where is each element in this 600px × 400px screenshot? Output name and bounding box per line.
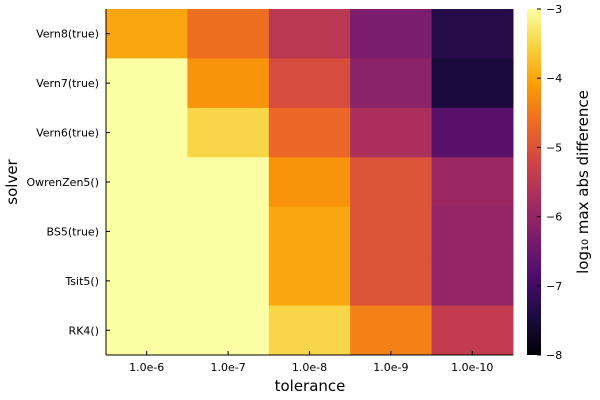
heatmap-cell	[268, 107, 351, 158]
heatmap-cell	[350, 9, 433, 59]
heatmap-cell	[350, 107, 433, 158]
heatmap-cell	[431, 157, 514, 208]
x-tick-label: 1.0e-9	[373, 361, 408, 374]
x-tick-label: 1.0e-7	[210, 361, 245, 374]
heatmap-cell	[431, 107, 514, 158]
heatmap-cell	[187, 58, 270, 109]
heatmap-cell	[187, 9, 270, 59]
heatmap-cell	[187, 256, 270, 307]
colorbar-ticks: −8 −7 −6 −5 −4 −3	[537, 3, 562, 362]
colorbar-tick-label: −6	[546, 211, 562, 224]
y-tick-label: Vern7(true)	[36, 77, 99, 90]
colorbar-tick-label: −3	[546, 3, 562, 16]
heatmap-cell	[187, 107, 270, 158]
heatmap-cell	[187, 206, 270, 257]
x-axis-label: tolerance	[275, 377, 346, 395]
heatmap-cell	[350, 305, 433, 356]
heatmap-cell	[268, 157, 351, 208]
y-axis-label: solver	[3, 158, 21, 204]
heatmap-cell	[431, 256, 514, 307]
x-tick-label: 1.0e-10	[451, 361, 493, 374]
heatmap-cell	[106, 256, 188, 307]
heatmap-cell	[106, 305, 188, 356]
y-tick-label: OwrenZen5()	[26, 176, 99, 189]
colorbar-tick-label: −7	[546, 280, 562, 293]
heatmap-cell	[268, 305, 351, 356]
heatmap-cell	[268, 58, 351, 109]
colorbar-tick-label: −8	[546, 349, 562, 362]
heatmap-cell	[187, 305, 270, 356]
x-tick-label: 1.0e-6	[129, 361, 164, 374]
heatmap-cells	[106, 9, 514, 356]
colorbar-tick-label: −4	[546, 72, 562, 85]
y-tick-label: BS5(true)	[47, 225, 100, 238]
y-tick-label: RK4()	[69, 324, 99, 337]
heatmap-cell	[431, 305, 514, 356]
heatmap-cell	[431, 9, 514, 59]
heatmap-cell	[106, 206, 188, 257]
heatmap-cell	[431, 58, 514, 109]
heatmap-cell	[350, 58, 433, 109]
heatmap-cell	[431, 206, 514, 257]
y-tick-label: Vern6(true)	[36, 127, 99, 140]
heatmap-cell	[350, 206, 433, 257]
heatmap-cell	[106, 9, 188, 59]
heatmap-cell	[106, 157, 188, 208]
heatmap-cell	[268, 256, 351, 307]
colorbar	[527, 9, 541, 355]
heatmap-cell	[106, 58, 188, 109]
colorbar-label: log₁₀ max abs difference	[574, 90, 592, 274]
heatmap-cell	[268, 9, 351, 59]
heatmap-cell	[187, 157, 270, 208]
x-tick-label: 1.0e-8	[292, 361, 327, 374]
heatmap-cell	[268, 206, 351, 257]
x-tick-labels: 1.0e-6 1.0e-7 1.0e-8 1.0e-9 1.0e-10	[129, 351, 493, 374]
heatmap-cell	[350, 157, 433, 208]
heatmap-cell	[350, 256, 433, 307]
y-tick-labels: Vern8(true) Vern7(true) Vern6(true) OwrenZe…	[26, 28, 110, 337]
heatmap-cell	[106, 107, 188, 158]
colorbar-tick-label: −5	[546, 141, 562, 154]
y-tick-label: Vern8(true)	[36, 28, 99, 41]
y-tick-label: Tsit5()	[64, 275, 99, 288]
